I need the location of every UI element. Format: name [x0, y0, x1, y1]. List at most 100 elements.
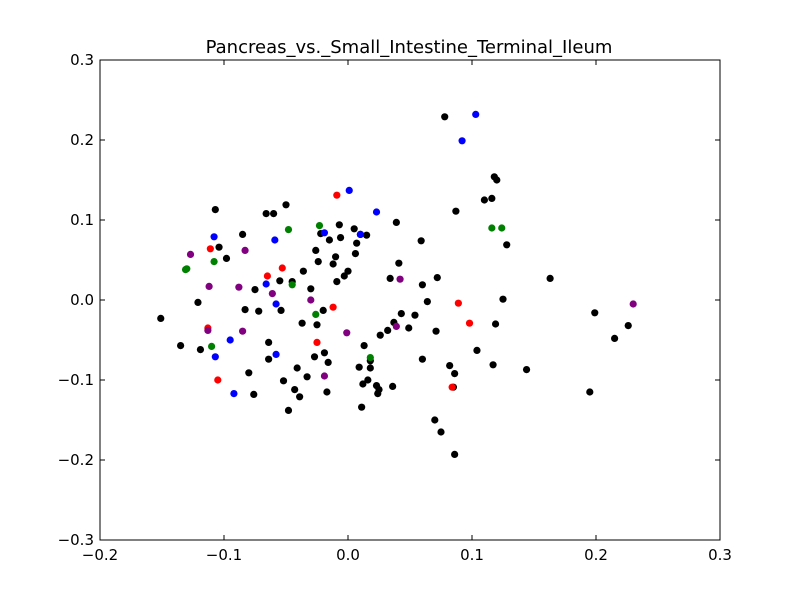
scatter-point — [405, 324, 413, 332]
scatter-point — [358, 403, 366, 411]
scatter-point — [454, 299, 462, 307]
scatter-point — [250, 390, 258, 398]
scatter-point — [376, 331, 384, 339]
scatter-point — [360, 342, 368, 350]
scatter-point — [418, 355, 426, 363]
scatter-point — [345, 186, 353, 194]
scatter-point — [465, 319, 474, 327]
scatter-point — [329, 303, 337, 311]
scatter-point — [206, 245, 214, 253]
scatter-point — [448, 383, 456, 391]
scatter-point — [296, 393, 304, 401]
scatter-point — [307, 285, 315, 293]
scatter-point — [423, 298, 431, 306]
scatter-point — [307, 296, 315, 304]
scatter-point — [268, 290, 276, 298]
scatter-point — [265, 355, 273, 363]
scatter-point — [271, 236, 279, 244]
scatter-point — [499, 295, 507, 303]
scatter-point — [392, 218, 400, 226]
scatter-point — [472, 110, 480, 118]
scatter-point — [335, 221, 343, 229]
scatter-point — [488, 224, 496, 232]
scatter-point — [293, 364, 301, 372]
scatter-point — [493, 176, 501, 184]
scatter-point — [205, 282, 213, 290]
x-tick-label: 0.0 — [336, 546, 360, 564]
scatter-point — [611, 334, 619, 342]
scatter-point — [522, 366, 531, 374]
scatter-point — [211, 206, 219, 214]
scatter-point — [392, 322, 400, 330]
scatter-point — [276, 277, 284, 285]
scatter-point — [319, 306, 327, 314]
scatter-point — [312, 246, 320, 254]
scatter-point — [489, 361, 497, 369]
scatter-point — [215, 243, 223, 251]
scatter-point — [356, 230, 364, 238]
scatter-point — [210, 258, 218, 266]
scatter-point — [397, 310, 405, 318]
y-tick-label: −0.2 — [58, 451, 94, 469]
y-tick-label: 0.1 — [70, 211, 94, 229]
scatter-point — [329, 260, 337, 268]
scatter-point — [265, 338, 273, 346]
scatter-point — [272, 350, 280, 358]
x-tick-label: −0.1 — [206, 546, 242, 564]
scatter-point — [355, 363, 363, 371]
scatter-point — [214, 376, 222, 384]
scatter-point — [364, 376, 372, 384]
scatter-point — [366, 364, 374, 372]
scatter-point — [278, 264, 286, 272]
scatter-point — [157, 314, 165, 322]
scatter-point — [375, 386, 383, 394]
scatter-point — [204, 326, 212, 334]
scatter-point — [313, 321, 321, 329]
scatter-point — [210, 233, 218, 241]
scatter-point — [441, 113, 449, 121]
scatter-point — [432, 327, 440, 335]
scatter-point — [344, 267, 352, 275]
scatter-point — [389, 382, 397, 390]
scatter-point — [446, 362, 454, 370]
scatter-point — [282, 201, 290, 209]
scatter-point — [384, 326, 392, 334]
scatter-point — [333, 191, 341, 199]
scatter-point — [336, 234, 345, 242]
scatter-point — [262, 210, 270, 218]
scatter-point — [284, 406, 293, 414]
scatter-point — [255, 307, 263, 315]
scatter-point — [298, 319, 306, 327]
x-tick-label: 0.1 — [460, 546, 484, 564]
scatter-point — [325, 236, 333, 244]
scatter-point — [320, 229, 329, 237]
scatter-point — [396, 275, 404, 283]
scatter-point — [313, 338, 321, 346]
scatter-point — [629, 300, 637, 308]
scatter-point — [263, 272, 271, 280]
scatter-point — [230, 390, 238, 398]
scatter-point — [314, 258, 322, 266]
scatter-point — [211, 353, 219, 361]
y-tick-label: 0.3 — [70, 51, 94, 69]
scatter-point — [343, 329, 351, 337]
scatter-point — [431, 416, 439, 424]
scatter-point — [333, 278, 341, 286]
scatter-point — [312, 310, 320, 318]
scatter-point — [299, 267, 307, 275]
scatter-point — [183, 265, 191, 273]
scatter-point — [235, 283, 243, 291]
x-tick-label: 0.3 — [708, 546, 732, 564]
scatter-point — [239, 230, 247, 238]
scatter-point — [277, 306, 285, 314]
scatter-point — [359, 380, 367, 388]
scatter-point — [315, 222, 324, 230]
axis-ticks: −0.2 −0.1 0.0 0.1 0.2 0.3−0.3−0.2−0.10.00.10.… — [58, 51, 732, 564]
y-tick-label: −0.1 — [58, 371, 94, 389]
scatter-point — [288, 281, 296, 289]
scatter-point — [498, 224, 506, 232]
scatter-point — [372, 208, 381, 216]
scatter-point — [245, 369, 253, 377]
scatter-point — [363, 231, 371, 239]
